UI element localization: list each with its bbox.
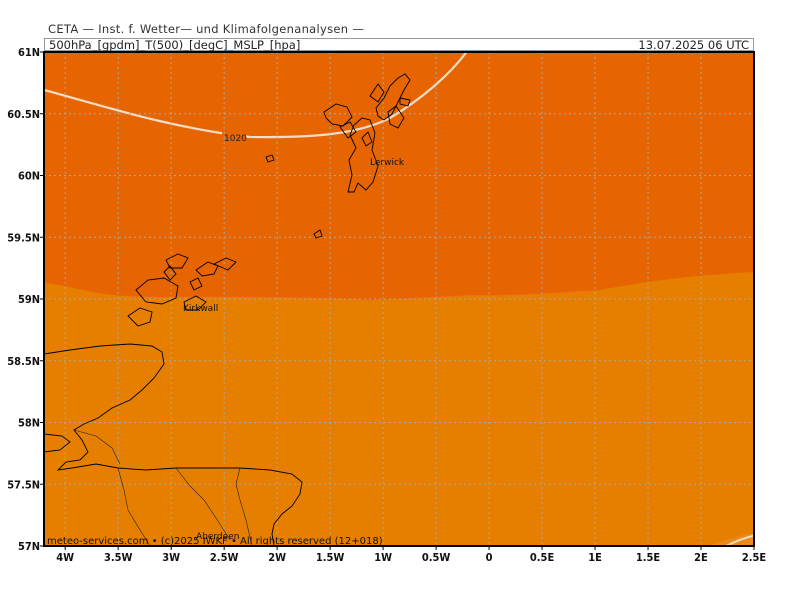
scotland-coastline (44, 343, 303, 546)
isobar-1020 (44, 52, 468, 139)
lon-label: 4W (56, 551, 74, 564)
valid-datetime: 13.07.2025 06 UTC (638, 38, 749, 52)
lat-lon-grid (44, 52, 754, 546)
lat-label: 59N (18, 293, 40, 306)
lat-label: 61N (18, 46, 40, 59)
temperature-contour (129, 289, 601, 301)
shetland-coastline (265, 73, 411, 239)
latitude-axis: 61N 60.5N 60N 59.5N 59N 58.5N 58N 57.5N 57N (7, 46, 44, 553)
lat-label: 58N (18, 417, 40, 430)
place-label-kirkwall: Kirkwall (183, 304, 218, 314)
place-label-aberdeen: Aberdeen (196, 532, 239, 542)
lon-label: 1E (588, 551, 602, 564)
lat-label: 58.5N (7, 355, 40, 368)
info-bar: 500hPa_[gpdm]_T(500)_[degC]_MSLP_[hpa] 1… (44, 38, 754, 52)
place-label-lerwick: Lerwick (370, 158, 405, 168)
lon-label: 2.5W (210, 551, 239, 564)
lat-label: 59.5N (7, 231, 40, 244)
lon-label: 1W (374, 551, 392, 564)
copyright-text: meteo-services.com • (c)2025 IWKF • All … (47, 536, 383, 547)
lon-label: 1.5E (636, 551, 661, 564)
lat-label: 60N (18, 170, 40, 183)
isobar-label: 1020 (224, 134, 247, 144)
lon-label: 3W (162, 551, 180, 564)
lat-label: 57.5N (7, 478, 40, 491)
lon-label: 3.5W (104, 551, 133, 564)
lon-label: 0 (486, 551, 493, 564)
lon-label: 2E (694, 551, 708, 564)
admin-borders (73, 429, 253, 546)
chart-title: CETA — Inst. f. Wetter— und Klimafolgena… (48, 22, 365, 36)
field-description: 500hPa_[gpdm]_T(500)_[degC]_MSLP_[hpa] (49, 38, 301, 52)
lon-label: 0.5W (422, 551, 451, 564)
lon-label: 0.5E (530, 551, 555, 564)
map-plot-area: 1020 (44, 52, 754, 547)
lon-label: 2W (268, 551, 286, 564)
temperature-field-south-edge (710, 533, 754, 546)
lon-label: 1.5W (316, 551, 345, 564)
temperature-field-south (44, 272, 754, 546)
orkney-coastline (127, 253, 237, 327)
lat-label: 60.5N (7, 108, 40, 121)
lat-label: 57N (18, 540, 40, 553)
lon-label: 2.5E (742, 551, 767, 564)
longitude-axis: 4W 3.5W 3W 2.5W 2W 1.5W 1W 0.5W 0 0.5E 1E 1.5E 2E 2.5… (56, 546, 766, 564)
